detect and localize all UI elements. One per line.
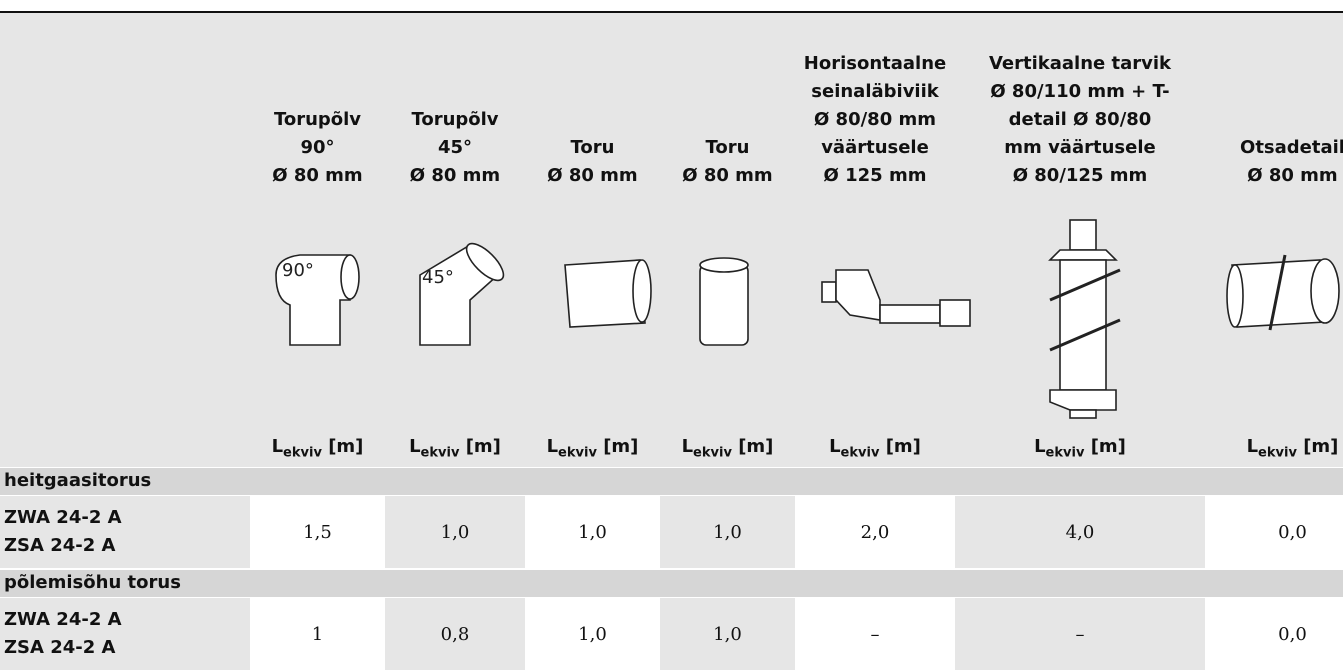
cell-value: –: [955, 598, 1205, 670]
header-line: detail Ø 80/80: [955, 106, 1205, 134]
header-line: Torupõlv: [385, 106, 525, 134]
header-line: Toru: [525, 134, 660, 162]
unit-label: Lekviv [m]: [1205, 436, 1343, 461]
unit-suffix: [m]: [886, 436, 921, 457]
label-line: ZSA 24-2 A: [4, 634, 250, 662]
cell-value: 1,0: [660, 598, 795, 670]
unit-label: Lekviv [m]: [385, 436, 525, 461]
unit-symbol: L: [1247, 436, 1258, 457]
cell-value: 2,0: [795, 496, 955, 568]
unit-label: Lekviv [m]: [525, 436, 660, 461]
unit-label: Lekviv [m]: [250, 436, 385, 461]
page: 90° 45° Torupõlv90°Ø 80 mmLekviv [m]Toru…: [0, 0, 1343, 668]
header-line: mm väärtusele: [955, 134, 1205, 162]
cell-value: –: [795, 598, 955, 670]
unit-label: Lekviv [m]: [955, 436, 1205, 461]
unit-label: Lekviv [m]: [660, 436, 795, 461]
pipe-vertical-icon: [700, 258, 748, 345]
unit-suffix: [m]: [466, 436, 501, 457]
unit-label: Lekviv [m]: [795, 436, 955, 461]
unit-subscript: ekviv: [693, 446, 732, 461]
header-line: Ø 80 mm: [250, 162, 385, 190]
section-title: põlemisõhu torus: [0, 570, 1343, 597]
icon-label: 45°: [422, 267, 454, 288]
cell-value: 1,0: [525, 598, 660, 670]
header-line: Horisontaalne: [795, 50, 955, 78]
unit-suffix: [m]: [603, 436, 638, 457]
pipe-icon: [565, 260, 651, 327]
header-line: Ø 80/110 mm + T-: [955, 78, 1205, 106]
unit-symbol: L: [547, 436, 558, 457]
unit-subscript: ekviv: [558, 446, 597, 461]
elbow-90-icon: 90°: [276, 255, 359, 345]
icon-label: 90°: [282, 260, 314, 281]
cell-value: 1,5: [250, 496, 385, 568]
unit-suffix: [m]: [1091, 436, 1126, 457]
unit-subscript: ekviv: [841, 446, 880, 461]
unit-subscript: ekviv: [283, 446, 322, 461]
header-line: Vertikaalne tarvik: [955, 50, 1205, 78]
header-line: 90°: [250, 134, 385, 162]
header-line: Ø 80/80 mm: [795, 106, 955, 134]
header-line: Otsadetail: [1205, 134, 1343, 162]
cell-value: 1,0: [525, 496, 660, 568]
header-line: Toru: [660, 134, 795, 162]
cell-value: 1,0: [660, 496, 795, 568]
header-line: 45°: [385, 134, 525, 162]
unit-suffix: [m]: [738, 436, 773, 457]
unit-symbol: L: [1034, 436, 1045, 457]
header-line: Torupõlv: [250, 106, 385, 134]
header-line: seinaläbiviik: [795, 78, 955, 106]
label-line: ZSA 24-2 A: [4, 532, 250, 560]
unit-subscript: ekviv: [421, 446, 460, 461]
section-title: heitgaasitorus: [0, 468, 1343, 495]
header-line: Ø 80 mm: [385, 162, 525, 190]
elbow-45-icon: 45°: [420, 238, 509, 345]
cell-value: 0,0: [1205, 598, 1343, 670]
unit-subscript: ekviv: [1258, 446, 1297, 461]
unit-symbol: L: [829, 436, 840, 457]
cell-value: 1: [250, 598, 385, 670]
wall-terminal-icon: [822, 270, 970, 326]
label-line: ZWA 24-2 A: [4, 606, 250, 634]
header-line: Ø 80 mm: [660, 162, 795, 190]
cell-value: 0,8: [385, 598, 525, 670]
unit-subscript: ekviv: [1046, 446, 1085, 461]
vertical-terminal-icon: [1050, 220, 1120, 418]
unit-suffix: [m]: [328, 436, 363, 457]
header-line: väärtusele: [795, 134, 955, 162]
unit-symbol: L: [409, 436, 420, 457]
header-line: Ø 80/125 mm: [955, 162, 1205, 190]
unit-symbol: L: [272, 436, 283, 457]
header-line: Ø 125 mm: [795, 162, 955, 190]
unit-symbol: L: [682, 436, 693, 457]
header-line: Ø 80 mm: [525, 162, 660, 190]
header-line: Ø 80 mm: [1205, 162, 1343, 190]
end-piece-icon: [1227, 255, 1339, 330]
unit-suffix: [m]: [1303, 436, 1338, 457]
label-line: ZWA 24-2 A: [4, 504, 250, 532]
cell-value: 4,0: [955, 496, 1205, 568]
cell-value: 1,0: [385, 496, 525, 568]
cell-value: 0,0: [1205, 496, 1343, 568]
